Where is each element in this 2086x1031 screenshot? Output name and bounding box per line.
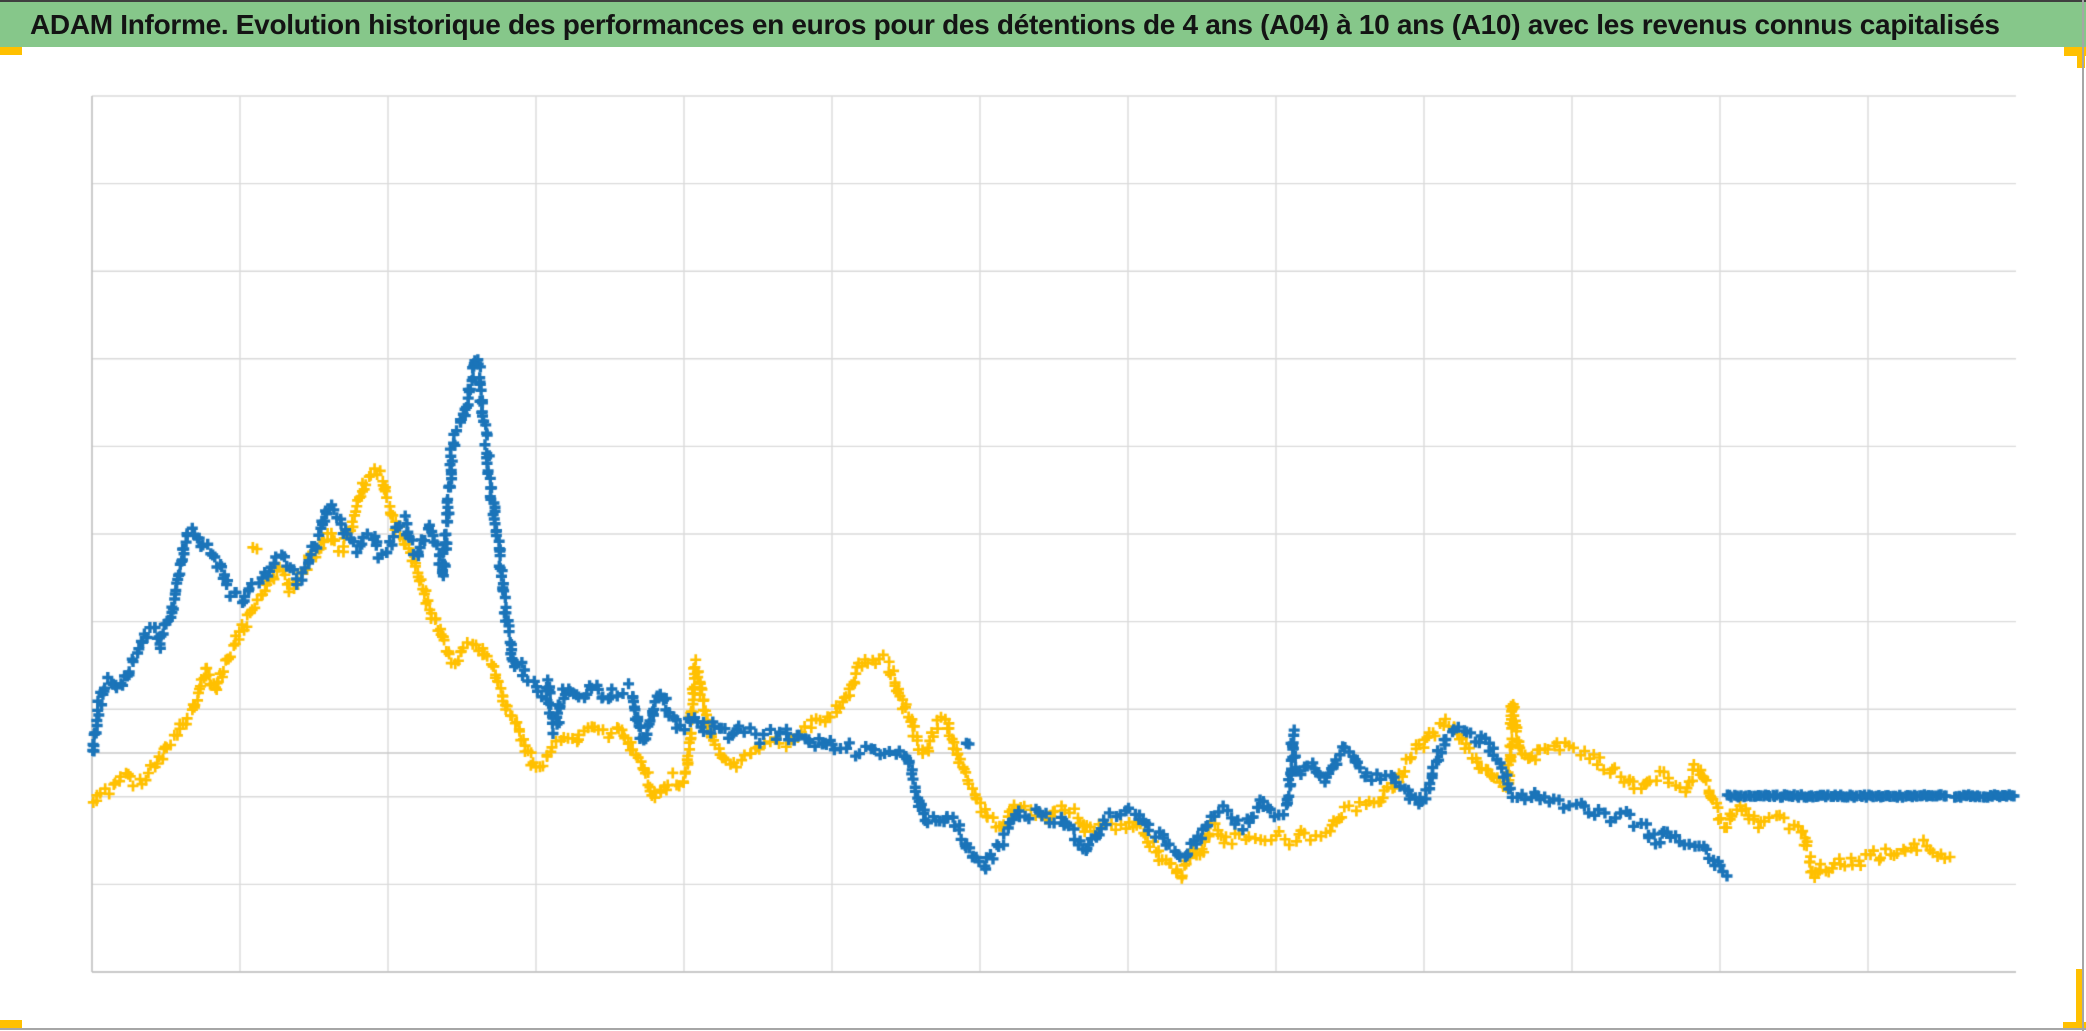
corner-accent-top-left bbox=[0, 47, 22, 55]
title-bar: ADAM Informe. Evolution historique des p… bbox=[0, 0, 2086, 47]
corner-accent-top-right-horizontal bbox=[2064, 47, 2086, 56]
corner-accent-top-right-vertical bbox=[2077, 47, 2085, 68]
corner-accent-bottom-right-vertical bbox=[2076, 969, 2084, 1030]
window-right-edge bbox=[2082, 0, 2084, 1031]
window-bottom-edge bbox=[0, 1028, 2086, 1030]
corner-accent-bottom-right-horizontal bbox=[2063, 1022, 2086, 1030]
page-title: ADAM Informe. Evolution historique des p… bbox=[30, 8, 2000, 40]
corner-accent-bottom-left bbox=[0, 1020, 22, 1029]
